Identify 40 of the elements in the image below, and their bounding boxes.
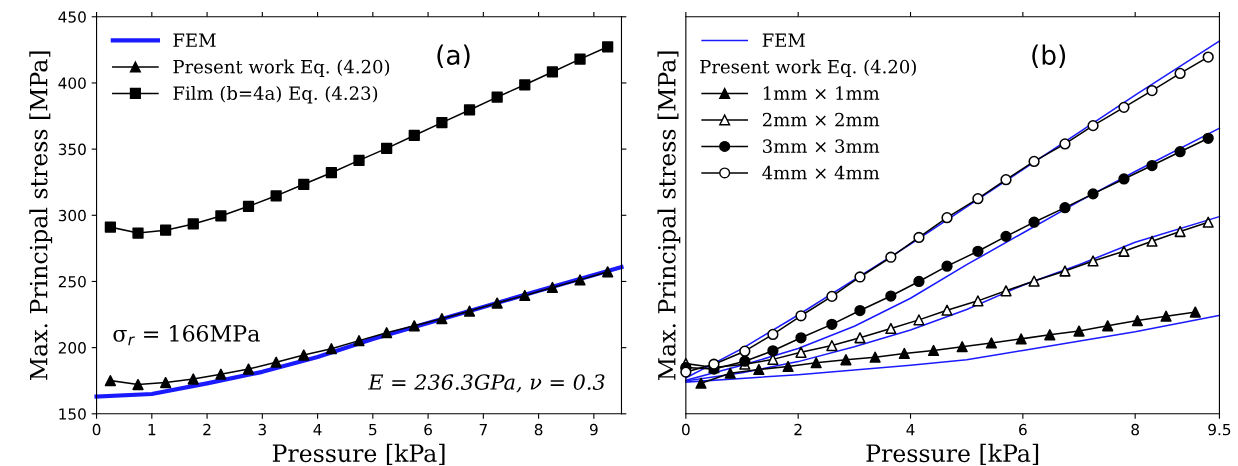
y-tick-label: 400 (58, 77, 86, 89)
annotation: (b) (1032, 44, 1066, 69)
legend-label: 3mm × 3mm (763, 139, 880, 154)
annotation: σ$_{r}$ = 166MPa (113, 325, 260, 346)
x-tick-label: 6 (424, 423, 432, 436)
x-tick-label: 3 (258, 423, 266, 436)
x-tick-label: 0 (682, 423, 690, 436)
x-axis-title: Pressure [kPa] (866, 443, 1039, 465)
x-tick-label: 0 (92, 423, 101, 436)
x-tick-label: 9 (589, 423, 598, 436)
y-tick-label: 250 (58, 275, 86, 288)
x-tick-label: 2 (203, 423, 211, 436)
legend-title: Present work Eq. (4.20) (700, 59, 916, 77)
x-tick-label: 8 (534, 423, 543, 436)
y-tick-label: 150 (59, 408, 86, 420)
legend-label: FEM (762, 33, 805, 47)
x-tick-label: 1 (148, 424, 156, 436)
x-tick-label: 8 (1131, 423, 1139, 436)
x-axis-title: Pressure [kPa] (272, 443, 445, 465)
y-tick-label: 450 (58, 11, 86, 23)
x-tick-label: 2 (794, 423, 802, 436)
y-axis-title: Max. Principal stress [MPa] (657, 51, 681, 380)
legend-label: 1mm × 1mm (763, 86, 880, 100)
legend-label: Present work Eq. (4.20) (173, 59, 390, 77)
legend-label: 2mm × 2mm (762, 112, 880, 127)
legend-label: Film (b=4a) Eq. (4.23) (173, 86, 378, 104)
y-tick-label: 300 (58, 209, 86, 222)
x-tick-label: 4 (906, 424, 915, 436)
annotation: (a) (437, 44, 470, 69)
legend-label: FEM (173, 33, 216, 47)
y-tick-label: 350 (58, 143, 86, 156)
legend-label: 4mm × 4mm (762, 165, 880, 180)
annotation: E = 236.3GPa, ν = 0.3 (367, 374, 605, 393)
y-axis-title: Max. Principal stress [MPa] (29, 51, 53, 380)
x-tick-label: 9.5 (1208, 423, 1231, 436)
x-tick-label: 7 (479, 424, 487, 436)
x-tick-label: 6 (1019, 423, 1027, 436)
x-tick-label: 4 (313, 424, 322, 436)
x-tick-label: 5 (369, 424, 377, 436)
y-tick-label: 200 (58, 342, 86, 354)
